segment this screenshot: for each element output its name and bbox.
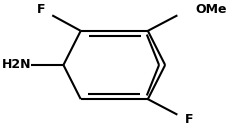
Text: F: F (37, 3, 45, 16)
Text: OMe: OMe (196, 3, 227, 16)
Text: H2N: H2N (2, 58, 31, 71)
Text: F: F (185, 113, 194, 126)
